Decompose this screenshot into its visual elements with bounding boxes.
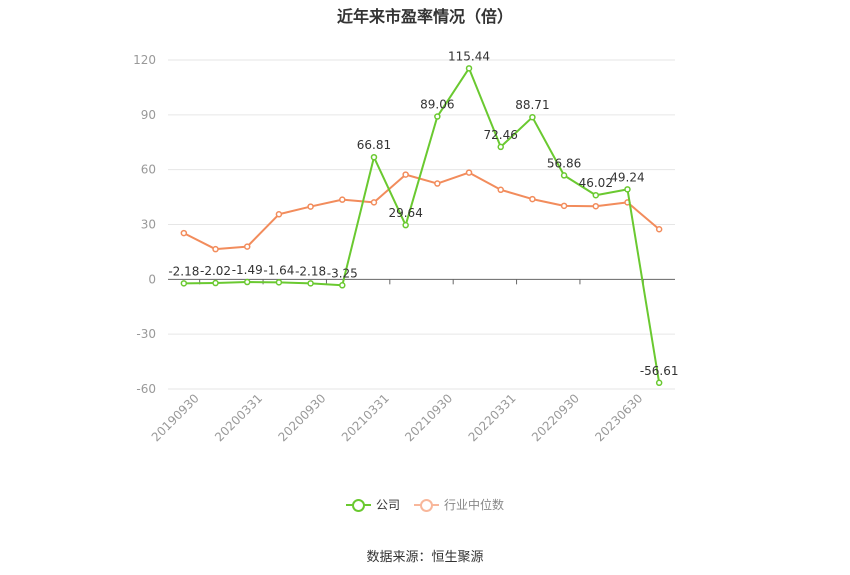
chart-legend: 公司 行业中位数 [0, 496, 850, 513]
company-point [212, 279, 219, 287]
company-point [560, 172, 568, 179]
data-label: 46.02 [579, 176, 613, 190]
source-note: 数据来源：恒生聚源 [366, 550, 484, 565]
data-label: -2.02 [200, 264, 231, 278]
company-point [497, 143, 504, 151]
chart-title: 近年来市盈率情况（倍） [336, 7, 513, 26]
y-tick-label: 120 [133, 53, 156, 67]
data-label: 115.44 [448, 49, 490, 63]
company-point [339, 282, 346, 289]
data-label: 88.71 [515, 98, 549, 112]
industry-point [339, 196, 346, 203]
x-tick-label: 20210331 [339, 391, 392, 444]
industry-point [180, 229, 188, 237]
series-industry-line [183, 171, 660, 251]
legend-industry-swatch [414, 498, 439, 512]
company-point [434, 113, 441, 120]
data-label: 29.64 [388, 206, 422, 220]
data-label: -2.18 [295, 264, 326, 278]
data-label: -1.64 [263, 263, 294, 277]
data-label: -56.61 [640, 364, 679, 378]
data-label: 89.06 [420, 98, 454, 112]
industry-point [307, 203, 314, 210]
x-tick-label: 20200930 [275, 391, 328, 444]
legend-company-label: 公司 [375, 498, 400, 512]
industry-point [402, 171, 409, 178]
data-label: 56.86 [547, 156, 581, 170]
y-tick-label: -60 [136, 382, 156, 396]
legend-industry-label: 行业中位数 [444, 498, 505, 512]
industry-point [497, 186, 504, 194]
legend-item-company[interactable]: 公司 [345, 496, 400, 513]
y-tick-label: 90 [141, 108, 156, 122]
industry-point [655, 226, 663, 233]
x-tick-label: 20210930 [402, 391, 455, 444]
data-label: 49.24 [610, 170, 644, 184]
company-point [370, 153, 378, 161]
legend-company-swatch [345, 498, 371, 512]
company-point [529, 113, 536, 121]
data-label: -2.18 [168, 264, 199, 278]
industry-point [465, 169, 473, 176]
data-label: -3.25 [327, 266, 358, 280]
series-company-line [183, 67, 661, 383]
industry-point [434, 180, 441, 187]
y-tick-label: 60 [141, 163, 156, 177]
y-tick-label: 30 [141, 218, 156, 232]
data-label: 66.81 [357, 138, 391, 152]
x-tick-label: 20230630 [592, 391, 645, 444]
company-point [655, 379, 663, 387]
industry-point [592, 202, 600, 210]
industry-point [275, 211, 283, 218]
industry-point [529, 195, 536, 203]
company-point [465, 65, 473, 72]
industry-point [243, 243, 251, 250]
company-point [402, 221, 409, 229]
company-point [307, 280, 314, 287]
x-tick-label: 20220930 [529, 391, 582, 444]
legend-item-industry-median[interactable]: 行业中位数 [414, 496, 504, 513]
industry-point [370, 199, 378, 206]
data-label: -1.49 [232, 263, 263, 277]
industry-point [560, 202, 568, 210]
industry-point [212, 245, 219, 253]
y-tick-label: -30 [136, 327, 156, 341]
company-point [275, 279, 283, 286]
company-point [592, 191, 600, 199]
company-point [243, 278, 251, 286]
y-tick-label: 0 [148, 272, 156, 286]
company-point [624, 186, 631, 193]
x-tick-label: 20220331 [466, 391, 519, 444]
company-point [180, 280, 188, 287]
data-label: 72.46 [484, 128, 518, 142]
x-tick-label: 20190930 [149, 391, 202, 444]
x-tick-label: 20200331 [212, 391, 265, 444]
